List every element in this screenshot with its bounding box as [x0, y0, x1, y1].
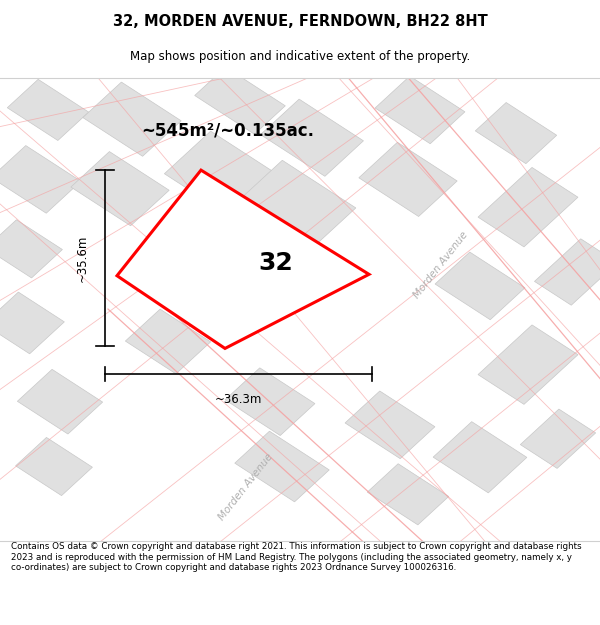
Polygon shape: [71, 151, 169, 226]
Polygon shape: [535, 239, 600, 305]
Text: ~35.6m: ~35.6m: [76, 234, 89, 282]
Text: ~545m²/~0.135ac.: ~545m²/~0.135ac.: [142, 122, 314, 140]
Polygon shape: [16, 438, 92, 496]
Text: Morden Avenue: Morden Avenue: [217, 452, 275, 522]
Polygon shape: [194, 67, 286, 134]
Polygon shape: [260, 99, 364, 176]
Polygon shape: [520, 409, 596, 468]
Polygon shape: [478, 168, 578, 247]
Text: ~36.3m: ~36.3m: [215, 393, 262, 406]
Polygon shape: [375, 76, 465, 144]
Polygon shape: [433, 422, 527, 493]
Polygon shape: [117, 170, 369, 348]
Polygon shape: [225, 368, 315, 436]
Polygon shape: [0, 146, 81, 213]
Polygon shape: [83, 82, 181, 156]
Polygon shape: [345, 391, 435, 459]
Polygon shape: [135, 243, 225, 311]
Text: 32: 32: [259, 251, 293, 275]
Polygon shape: [0, 292, 64, 354]
Polygon shape: [367, 464, 449, 525]
Polygon shape: [478, 325, 578, 404]
Polygon shape: [0, 220, 62, 278]
Polygon shape: [7, 79, 89, 141]
Text: Morden Avenue: Morden Avenue: [412, 230, 470, 301]
Text: Contains OS data © Crown copyright and database right 2021. This information is : Contains OS data © Crown copyright and d…: [11, 542, 581, 572]
Polygon shape: [235, 431, 329, 502]
Polygon shape: [17, 369, 103, 434]
Polygon shape: [164, 131, 280, 218]
Polygon shape: [435, 252, 525, 320]
Text: Map shows position and indicative extent of the property.: Map shows position and indicative extent…: [130, 51, 470, 63]
Polygon shape: [359, 142, 457, 216]
Text: 32, MORDEN AVENUE, FERNDOWN, BH22 8HT: 32, MORDEN AVENUE, FERNDOWN, BH22 8HT: [113, 14, 487, 29]
Polygon shape: [232, 160, 356, 254]
Polygon shape: [475, 102, 557, 164]
Polygon shape: [125, 309, 211, 374]
